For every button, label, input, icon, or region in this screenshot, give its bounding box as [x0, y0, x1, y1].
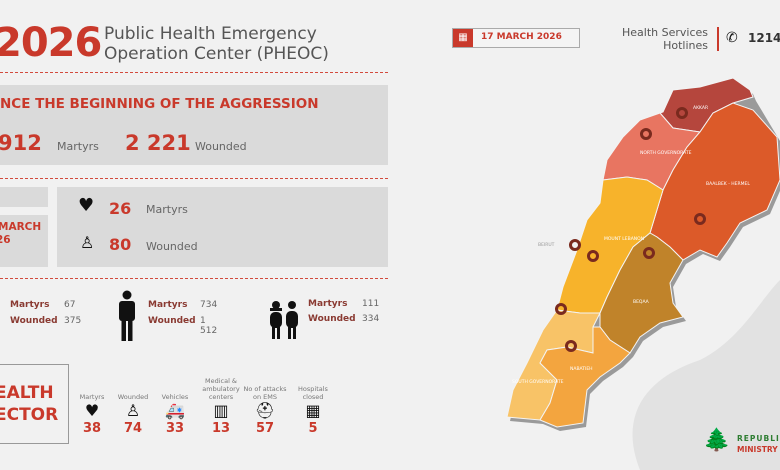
map-marker: [565, 340, 577, 352]
hs-martyrs: Martyrs ♥ 38: [70, 375, 114, 436]
hotlines-line2: Hotlines: [663, 39, 708, 52]
cumulative-martyrs-value: 912: [0, 131, 42, 155]
hotlines-line1: Health Services: [621, 26, 708, 39]
map-marker: [643, 247, 655, 259]
hs-wounded: Wounded ♙ 74: [111, 375, 155, 436]
ambulance-icon: 🚑: [165, 401, 185, 420]
title-line2: Operation Center (PHEOC): [104, 44, 329, 64]
cumulative-heading: NCE THE BEGINNING OF THE AGGRESSION: [0, 96, 319, 112]
map-marker: [587, 250, 599, 262]
heart-icon: ♥: [84, 401, 100, 420]
region-nabatieh: [539, 326, 631, 428]
children-icon: [270, 301, 298, 339]
wounded-value: 375: [64, 316, 82, 326]
logo-line2: MINISTRY OF P: [737, 445, 780, 454]
martyrs-label: Martyrs: [10, 300, 50, 310]
hs-value: 13: [211, 421, 231, 436]
logo-line1: REPUBLIC OF: [737, 434, 780, 443]
hs-label: No of attacks on EMS: [243, 385, 287, 401]
martyrs-value: 111: [362, 299, 380, 309]
wounded-label: Wounded: [10, 316, 58, 326]
hotline-number[interactable]: 1214: [748, 31, 780, 45]
label-south: SOUTH GOVERNORATE: [512, 379, 564, 385]
hs-vehicles: Vehicles 🚑 33: [153, 375, 197, 436]
health-sector-title-2: ECTOR: [0, 405, 59, 425]
map-marker: [694, 213, 706, 225]
health-sector-title-1: EALTH: [0, 383, 54, 403]
calendar-icon: ▦: [453, 29, 473, 47]
cumulative-martyrs-label: Martyrs: [57, 140, 99, 153]
hotlines-label: Health Services Hotlines: [622, 26, 708, 52]
label-beqaa: BEQAA: [633, 299, 650, 305]
hs-label: Medical & ambulatory centers: [202, 377, 240, 401]
daily-wounded-value: 80: [109, 235, 132, 254]
hs-value: 57: [255, 421, 275, 436]
martyrs-value: 734: [200, 300, 218, 310]
hs-value: 33: [165, 421, 185, 436]
map-marker: [640, 128, 652, 140]
wounded-value: 334: [362, 314, 380, 324]
hospital-icon: ▦: [305, 401, 321, 420]
region-beqaa: [599, 232, 684, 354]
health-sector-box: EALTH ECTOR: [0, 364, 69, 444]
hs-attacks: No of attacks on EMS ⛑ 57: [243, 375, 287, 436]
paramedic-icon: ⛑: [254, 401, 276, 420]
daily-date-month: MARCH: [0, 221, 42, 233]
label-nabatieh: NABATIEH: [570, 366, 593, 372]
hs-label: Vehicles: [161, 393, 189, 401]
daily-martyrs-value: 26: [109, 199, 132, 218]
year-title: 2026: [0, 20, 102, 66]
martyrs-value: 67: [64, 300, 76, 310]
wounded-value: 1 512: [200, 316, 218, 336]
daily-date-panel: MARCH 26: [0, 215, 48, 267]
label-beirut: BEIRUT: [538, 242, 555, 248]
daily-date-day: 26: [0, 234, 11, 246]
hs-value: 74: [123, 421, 143, 436]
report-date: 17 MARCH 2026: [481, 32, 562, 42]
date-badge: ▦ 17 MARCH 2026: [452, 28, 580, 48]
martyrs-label: Martyrs: [308, 299, 348, 309]
hs-value: 38: [82, 421, 102, 436]
background-land: [632, 280, 780, 470]
wounded-person-icon: ♙: [80, 233, 95, 252]
divider: [0, 72, 388, 73]
cumulative-wounded-value: 2 221: [125, 131, 191, 155]
wounded-person-icon: ♙: [125, 401, 141, 420]
hs-value: 5: [308, 421, 318, 436]
hs-hospitals: Hospitals closed ▦ 5: [291, 375, 335, 436]
man-icon: [119, 290, 135, 341]
page-title: Public Health Emergency Operation Center…: [104, 24, 329, 64]
martyrs-label: Martyrs: [148, 300, 188, 310]
hs-label: Hospitals closed: [298, 385, 328, 401]
phone-icon: ✆: [726, 30, 738, 46]
daily-martyrs-label: Martyrs: [146, 203, 188, 216]
map-marker: [555, 303, 567, 315]
cumulative-wounded-label: Wounded: [195, 140, 247, 153]
cedar-icon: 🌲: [703, 428, 731, 453]
daily-panel: ♥ 26 Martyrs ♙ 80 Wounded: [57, 187, 388, 267]
wounded-label: Wounded: [148, 316, 196, 326]
map-marker: [569, 239, 581, 251]
incident-markers: [555, 107, 706, 352]
label-akkar: AKKAR: [693, 105, 708, 111]
daily-wounded-label: Wounded: [146, 240, 198, 253]
hs-label: Martyrs: [79, 393, 105, 401]
label-north: NORTH GOVERNORATE: [640, 150, 692, 156]
map-marker: [676, 107, 688, 119]
title-line1: Public Health Emergency: [104, 24, 317, 44]
wounded-label: Wounded: [308, 314, 356, 324]
hs-centers: Medical & ambulatory centers ▥ 13: [199, 375, 243, 436]
cumulative-panel: NCE THE BEGINNING OF THE AGGRESSION 912 …: [0, 85, 388, 165]
label-baalbek: BAALBEK - HERMEL: [706, 181, 750, 187]
label-mount-lebanon: MOUNT LEBANON: [604, 236, 644, 242]
divider: [0, 278, 388, 279]
clinic-icon: ▥: [213, 401, 229, 420]
daily-date-top: [0, 187, 48, 207]
hs-label: Wounded: [117, 393, 149, 401]
heart-icon: ♥: [78, 195, 95, 216]
hotline-divider: [717, 27, 719, 51]
divider: [0, 178, 388, 179]
